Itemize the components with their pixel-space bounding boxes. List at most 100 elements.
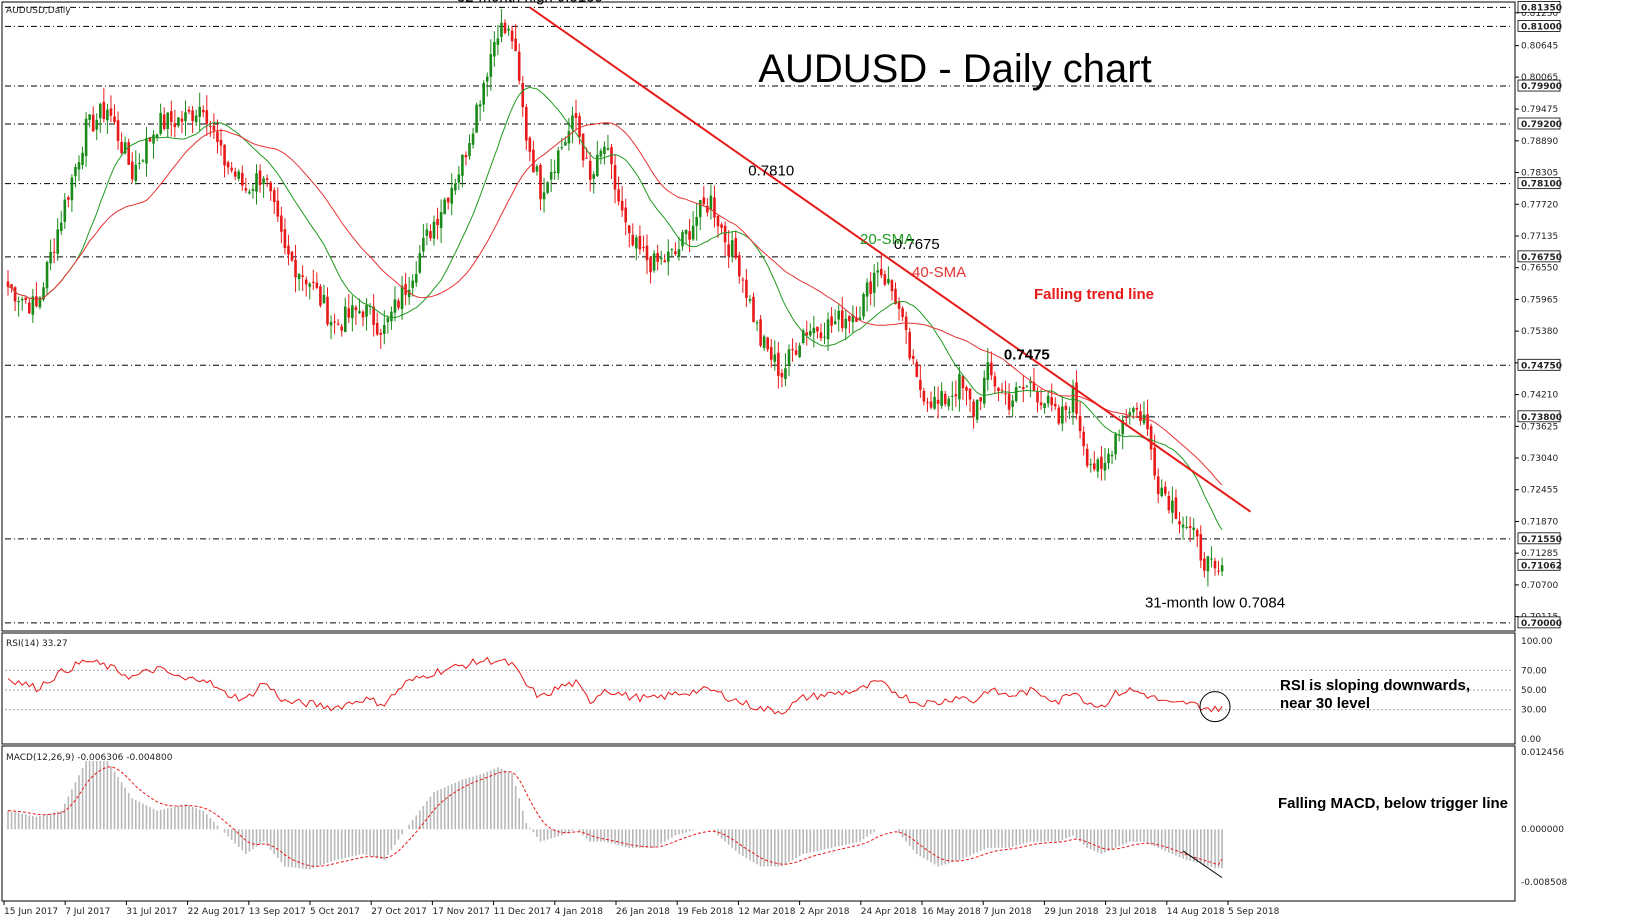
candle-body	[102, 101, 106, 119]
candle-body	[436, 218, 439, 226]
candle-body	[287, 245, 290, 255]
candle-body	[581, 133, 585, 161]
candle-body	[411, 280, 414, 288]
date-tick-label: 23 Jul 2018	[1106, 907, 1157, 917]
price-annotation: 31-month low 0.7084	[1145, 594, 1285, 611]
candle-body	[443, 199, 446, 215]
candle-body	[801, 330, 805, 344]
candle-body	[1149, 425, 1153, 450]
candle-body	[212, 125, 216, 131]
candle-body	[113, 116, 116, 123]
candle-body	[219, 139, 223, 146]
candle-body	[372, 306, 375, 325]
candle-body	[258, 170, 262, 186]
candle-body	[897, 301, 901, 309]
candle-body	[933, 396, 936, 409]
date-tick-label: 26 Jan 2018	[616, 907, 670, 917]
date-tick-label: 29 Jun 2018	[1044, 907, 1098, 917]
rsi-line	[7, 656, 1223, 715]
candle-body	[1014, 387, 1018, 402]
price-annotation: 0.7475	[1004, 346, 1050, 363]
candle-body	[592, 174, 596, 179]
candle-body	[880, 268, 883, 276]
candle-body	[81, 152, 84, 165]
candle-body	[422, 237, 425, 252]
candle-body	[1146, 414, 1149, 430]
candle-body	[1032, 382, 1036, 392]
price-annotation: 0.7675	[894, 236, 940, 253]
candle-body	[773, 354, 777, 362]
candle-body	[123, 142, 127, 154]
candle-body	[255, 173, 258, 192]
candle-body	[500, 22, 503, 37]
candle-body	[659, 257, 663, 260]
candle-body	[677, 249, 681, 257]
price-axis: 0.81250 0.80645 0.80065 0.79475 0.78890 0.783…	[1515, 1, 1567, 888]
sma40-line	[7, 122, 1223, 486]
date-tick-label: 11 Dec 2017	[494, 907, 551, 917]
price-tick-label: 0.71285	[1521, 549, 1558, 559]
candle-body	[837, 310, 840, 320]
candle-body	[77, 162, 81, 170]
candle-body	[784, 368, 787, 380]
candle-body	[251, 188, 255, 191]
price-level-label: 0.74750	[1521, 361, 1562, 371]
candle-body	[993, 376, 997, 387]
candle-body	[237, 171, 241, 179]
price-tick-label: 0.78305	[1521, 169, 1558, 179]
candle-body	[198, 106, 201, 117]
rsi-panel-frame	[1, 632, 1516, 745]
candle-body	[826, 319, 830, 340]
symbol-label: AUDUSD,Daily	[6, 6, 71, 16]
candle-body	[13, 287, 17, 302]
price-tick-label: 0.77720	[1521, 200, 1558, 210]
candle-body	[148, 137, 152, 142]
candle-body	[1068, 412, 1071, 414]
candle-body	[713, 197, 716, 218]
candle-body	[42, 287, 45, 300]
candle-body	[159, 112, 162, 134]
candle-body	[911, 355, 915, 359]
candle-body	[333, 321, 336, 323]
candle-body	[1061, 406, 1064, 424]
price-level-box	[1517, 250, 1561, 263]
candle-body	[1100, 456, 1103, 469]
candle-body	[769, 347, 773, 360]
candle-body	[922, 390, 926, 402]
trendline-label: Falling trend line	[1034, 286, 1154, 303]
candle-body	[304, 279, 308, 285]
candle-body	[553, 171, 556, 173]
candle-body	[464, 154, 468, 158]
price-tick-label: 0.73040	[1521, 454, 1558, 464]
candle-body	[1210, 558, 1213, 560]
candle-body	[1018, 386, 1022, 388]
candle-body	[130, 161, 134, 180]
candle-body	[1089, 463, 1093, 465]
candle-body	[588, 160, 592, 180]
candle-body	[674, 251, 677, 255]
candle-body	[503, 22, 507, 34]
candle-body	[730, 240, 734, 257]
candle-body	[936, 399, 940, 404]
macd-tick-label: 0.000000	[1521, 825, 1564, 835]
candle-body	[1043, 403, 1046, 409]
candle-body	[667, 251, 670, 262]
candle-body	[684, 229, 688, 235]
candle-body	[716, 215, 720, 227]
candle-body	[1220, 565, 1224, 572]
candle-body	[1007, 393, 1011, 410]
candle-body	[1085, 448, 1089, 466]
candle-body	[1114, 433, 1117, 455]
date-tick-label: 22 Aug 2017	[188, 907, 246, 917]
candle-body	[70, 177, 74, 201]
rsi-tick-label: 30.00	[1521, 706, 1547, 716]
price-level-label: 0.79900	[1521, 82, 1562, 92]
date-tick-label: 7 Jun 2018	[983, 907, 1032, 917]
candle-body	[496, 38, 500, 45]
candle-body	[88, 114, 91, 120]
candle-body	[67, 197, 70, 200]
candle-body	[915, 362, 919, 377]
candle-body	[872, 272, 876, 293]
candle-body	[1036, 391, 1039, 403]
